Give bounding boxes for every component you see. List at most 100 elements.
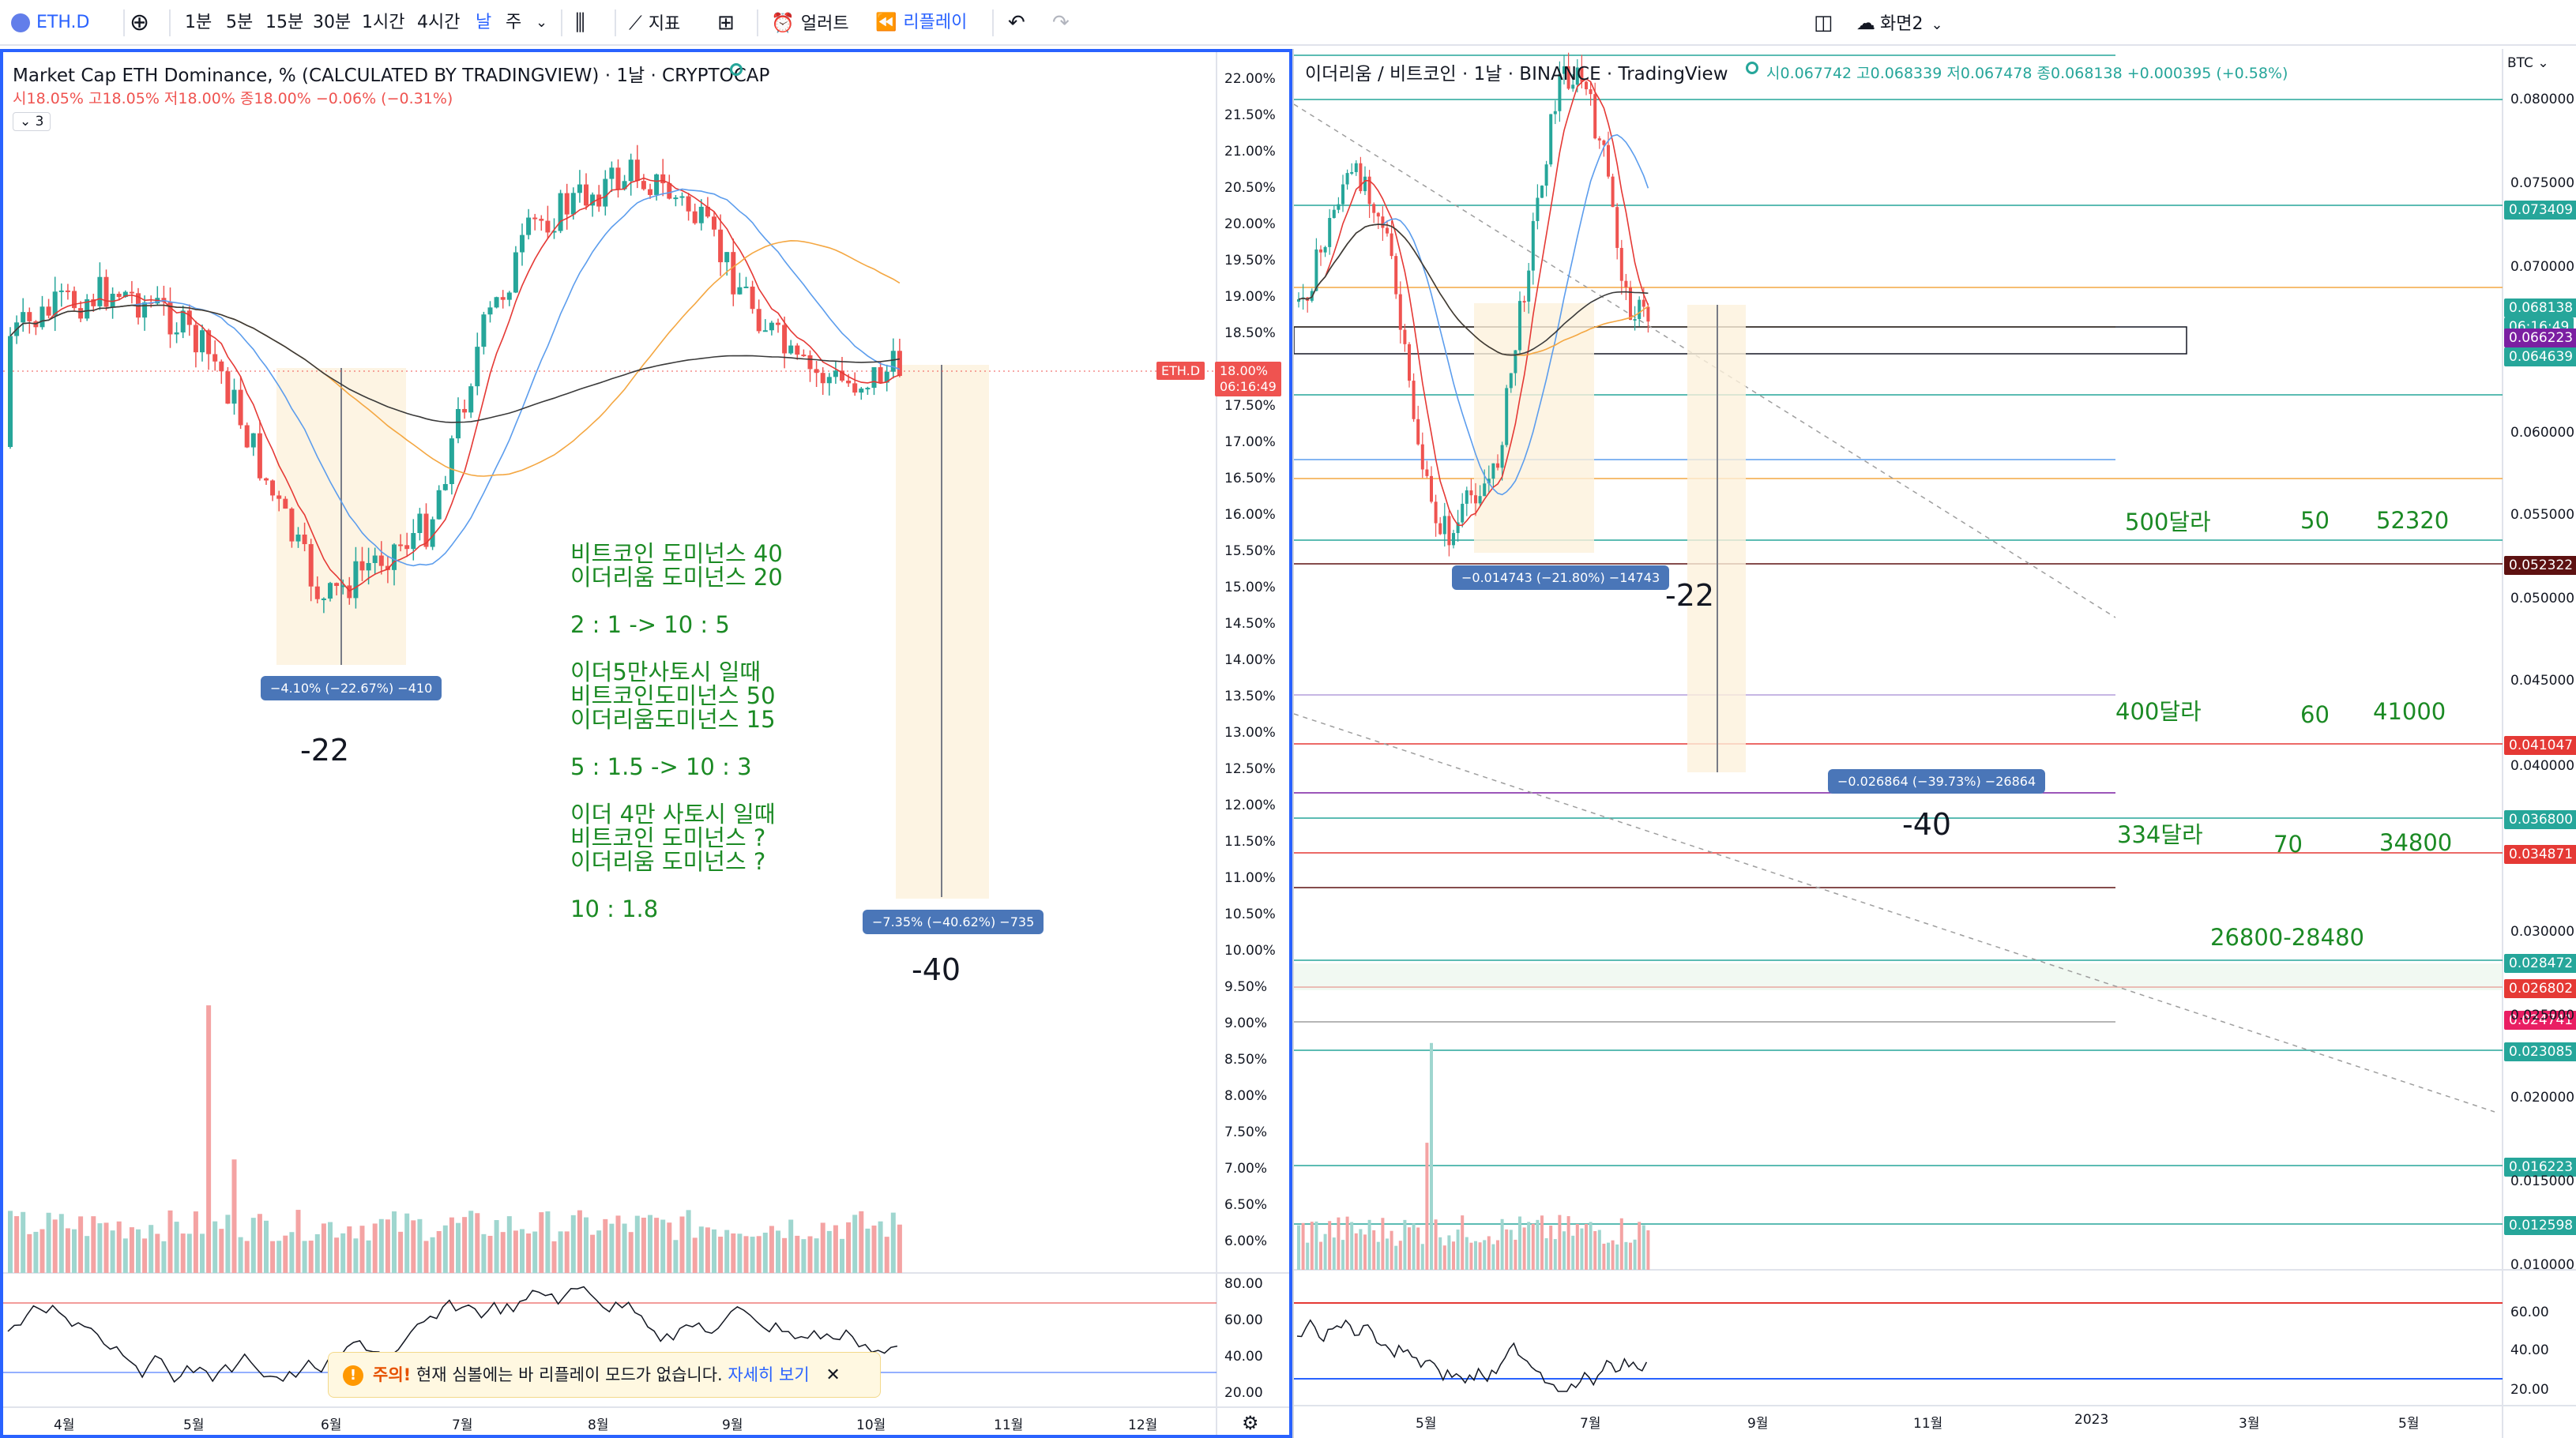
close-icon[interactable]: ✕ (825, 1365, 840, 1385)
interval-15m[interactable]: 15분 (265, 13, 304, 32)
candle-body (1461, 503, 1465, 523)
note-line-9: 비트코인 도미넌스 ? (570, 824, 766, 851)
right-big-label-2: -40 (1902, 807, 1952, 842)
volume-bar (520, 1229, 525, 1273)
replay-icon: ⏪ (875, 13, 897, 32)
annotation-500-dominance: 50 (2300, 507, 2330, 534)
candle-body (705, 206, 710, 217)
candle-body (250, 433, 256, 448)
candle-body (270, 480, 276, 496)
volume-bar (750, 1237, 755, 1273)
price-axis-label: 8.50% (1224, 1052, 1268, 1068)
interval-1m[interactable]: 1분 (185, 13, 212, 32)
currency-label: BTC (2507, 55, 2533, 71)
candle-body (85, 299, 90, 319)
volume-bar (769, 1226, 774, 1273)
currency-selector[interactable]: BTC ⌄ (2507, 55, 2549, 71)
volume-bar (65, 1228, 70, 1273)
volume-bar (705, 1227, 710, 1273)
interval-day[interactable]: 날 (476, 13, 492, 32)
candle-body (539, 219, 544, 221)
note-line-11: 10 : 1.8 (570, 895, 659, 922)
volume-bar (1615, 1244, 1619, 1270)
undo-icon[interactable]: ↶ (1008, 11, 1025, 35)
volume-bar (225, 1215, 231, 1273)
price-axis-label: 0.040000 (2510, 758, 2575, 774)
time-axis-label: 4월 (54, 1417, 75, 1433)
candle-body (1345, 173, 1349, 185)
candle-body (826, 377, 832, 384)
warning-prefix: 주의! (373, 1365, 412, 1384)
candle-body (833, 370, 838, 377)
interval-5m[interactable]: 5분 (226, 13, 254, 32)
right-big-label-1: -22 (1665, 578, 1715, 613)
left-chart-pane[interactable]: Market Cap ETH Dominance, % (CALCULATED … (0, 49, 1292, 1438)
volume-bar (353, 1238, 359, 1273)
chevron-down-icon: ⌄ (1931, 17, 1943, 33)
candle-body (1496, 463, 1499, 468)
candle-body (622, 181, 627, 190)
layout-split-icon[interactable]: ◫ (1814, 11, 1833, 35)
templates-icon[interactable]: ⊞ (717, 11, 735, 35)
add-symbol-icon[interactable]: ⊕ (130, 9, 150, 36)
layout-button[interactable]: ☁ 화면2 ⌄ (1856, 0, 1943, 46)
price-level-tag: 0.026802 (2504, 979, 2576, 998)
candle-body (545, 220, 551, 233)
interval-week[interactable]: 주 (506, 13, 522, 32)
price-axis-label: 11.00% (1224, 870, 1276, 886)
price-axis-label: 10.50% (1224, 907, 1276, 922)
volume-bar (1301, 1222, 1305, 1270)
redo-icon[interactable]: ↷ (1052, 11, 1070, 35)
volume-bar (14, 1216, 20, 1273)
volume-bar (584, 1217, 589, 1273)
interval-dropdown-icon[interactable]: ⌄ (536, 14, 548, 31)
symbol-search-button[interactable]: ETH.D (11, 0, 89, 46)
price-axis-label: 0.075000 (2510, 175, 2575, 191)
right-chart-canvas[interactable] (1294, 49, 2576, 1438)
volume-bar (1434, 1219, 1438, 1270)
candle-body (8, 336, 13, 447)
volume-bar (398, 1231, 404, 1273)
indicators-button[interactable]: ⟋ 지표 (629, 0, 680, 46)
price-axis-label: 21.50% (1224, 107, 1276, 123)
alert-button[interactable]: ⏰ 얼러트 (771, 0, 849, 46)
time-axis-label: 5월 (183, 1417, 205, 1433)
candle-body (1589, 89, 1593, 95)
volume-bar (513, 1230, 518, 1273)
replay-button[interactable]: ⏪ 리플레이 (875, 0, 967, 46)
candle-body (398, 544, 404, 546)
live-status-icon (1746, 62, 1758, 74)
interval-30m[interactable]: 30분 (313, 13, 352, 32)
volume-bar (1461, 1215, 1465, 1270)
volume-bar (161, 1241, 167, 1273)
candle-body (1408, 344, 1411, 381)
volume-bar (462, 1217, 468, 1273)
candle-body (667, 183, 672, 199)
volume-bar (1390, 1230, 1393, 1270)
chart-settings-gear-icon[interactable]: ⚙ (1242, 1412, 1259, 1434)
rsi-axis-label: 20.00 (1224, 1385, 1263, 1401)
pane-divider[interactable] (1292, 49, 1294, 1438)
candle-body (1465, 490, 1469, 504)
interval-1h[interactable]: 1시간 (362, 13, 405, 32)
note-line-5: 비트코인도미넌스 50 (570, 682, 776, 709)
time-axis-label: 6월 (321, 1417, 342, 1433)
volume-bar (1563, 1231, 1566, 1270)
indicator-collapse-button[interactable]: ⌄ 3 (13, 112, 51, 131)
candle-body (1416, 419, 1420, 445)
interval-4h[interactable]: 4시간 (417, 13, 461, 32)
volume-bar (442, 1225, 448, 1273)
left-chart-canvas[interactable] (3, 52, 1289, 1435)
volume-bar (596, 1230, 602, 1273)
volume-bar (1332, 1237, 1336, 1270)
right-chart-pane[interactable]: 이더리움 / 비트코인 · 1날 · BINANCE · TradingView… (1294, 49, 2576, 1438)
warning-learn-more-link[interactable]: 자세히 보기 (728, 1365, 810, 1384)
candle-type-icon[interactable]: ⫼ (575, 9, 585, 36)
price-axis-label: 8.00% (1224, 1088, 1268, 1104)
volume-bar (321, 1223, 326, 1273)
candle-body (577, 184, 582, 193)
candle-body (820, 373, 825, 384)
volume-bar (634, 1215, 640, 1273)
candle-body (1585, 81, 1588, 90)
note-line-1: 비트코인 도미넌스 40 (570, 540, 783, 567)
